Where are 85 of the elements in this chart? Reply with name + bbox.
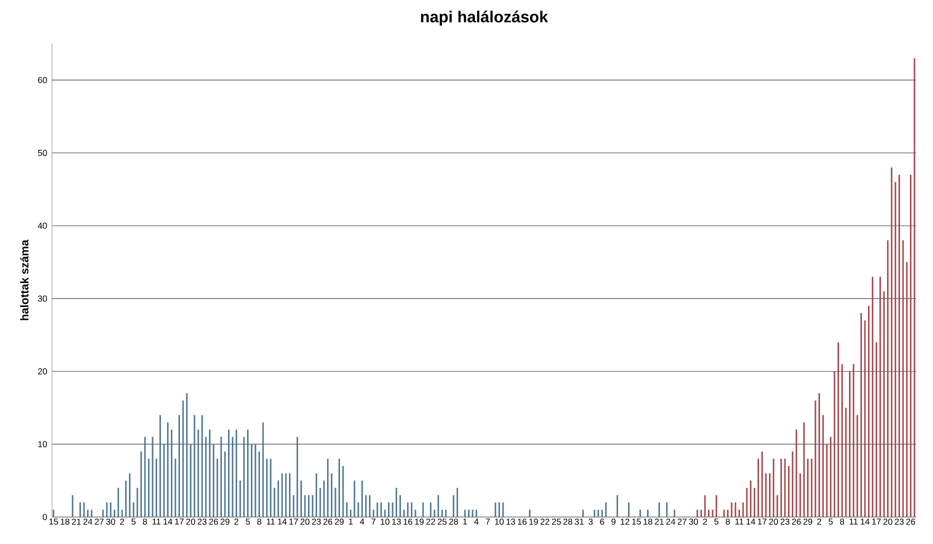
x-tick-label: 20: [186, 518, 196, 525]
x-tick-label: 30: [689, 518, 698, 525]
chart-title: napi halálozások: [421, 10, 548, 26]
x-tick-label: 14: [278, 518, 287, 525]
x-tick-label: 29: [803, 518, 812, 525]
x-tick-label: 23: [894, 518, 904, 525]
x-tick-label: 26: [792, 518, 801, 525]
x-tick-label: 26: [323, 518, 332, 525]
x-tick-label: 8: [840, 518, 844, 525]
y-tick-label: 20: [38, 368, 47, 374]
x-tick-label: 29: [220, 518, 230, 525]
x-tick-label: 4: [474, 518, 479, 525]
x-tick-label: 15: [632, 518, 641, 525]
x-tick-label: 5: [828, 518, 833, 525]
x-tick-label: 29: [334, 518, 344, 525]
x-tick-label: 8: [726, 518, 730, 525]
x-tick-label: 12: [620, 518, 630, 525]
x-tick-label: 16: [518, 518, 527, 525]
x-tick-label: 2: [120, 518, 124, 525]
x-tick-label: 11: [266, 518, 275, 525]
x-tick-label: 15: [49, 518, 58, 525]
x-tick-label: 28: [449, 518, 458, 525]
x-tick-label: 8: [142, 518, 147, 525]
x-tick-label: 17: [175, 518, 184, 525]
y-tick-label: 50: [38, 150, 47, 156]
x-tick-label: 7: [372, 518, 376, 525]
x-tick-label: 14: [746, 518, 756, 525]
y-tick-label: 30: [38, 295, 47, 302]
x-tick-label: 4: [360, 518, 364, 525]
x-tick-label: 2: [234, 518, 238, 525]
x-tick-label: 31: [574, 518, 584, 525]
x-tick-label: 18: [60, 518, 70, 525]
x-tick-label: 20: [300, 518, 310, 525]
x-tick-label: 2: [817, 518, 822, 525]
x-tick-label: 28: [563, 518, 572, 525]
y-axis-title: halottak száma: [20, 240, 28, 320]
x-tick-label: 17: [289, 518, 298, 525]
x-tick-label: 30: [106, 518, 116, 525]
y-tick-label: 40: [38, 222, 47, 229]
x-tick-label: 22: [426, 518, 436, 525]
x-tick-label: 27: [678, 518, 686, 525]
x-tick-label: 8: [257, 518, 262, 525]
y-tick-label: 0: [42, 514, 47, 520]
x-tick-label: 20: [769, 518, 778, 525]
x-tick-label: 26: [209, 518, 218, 525]
x-tick-label: 5: [714, 518, 718, 525]
x-tick-label: 11: [850, 518, 858, 525]
x-tick-label: 14: [860, 518, 870, 525]
x-tick-label: 5: [131, 518, 136, 525]
x-tick-label: 5: [246, 518, 250, 525]
x-tick-label: 1: [463, 518, 467, 525]
x-tick-label: 14: [164, 518, 172, 525]
x-tick-label: 20: [883, 518, 892, 525]
x-tick-label: 24: [666, 518, 676, 525]
x-tick-label: 19: [415, 518, 424, 525]
x-tick-label: 23: [312, 518, 321, 525]
x-tick-label: 13: [506, 518, 516, 525]
x-tick-label: 21: [72, 518, 81, 525]
x-tick-label: 18: [644, 518, 652, 525]
x-tick-label: 19: [529, 518, 538, 525]
x-tick-label: 3: [588, 518, 593, 525]
x-tick-label: 10: [380, 518, 390, 525]
x-tick-label: 23: [198, 518, 207, 525]
x-tick-label: 17: [758, 518, 766, 525]
x-tick-label: 25: [438, 518, 447, 525]
x-tick-label: 21: [654, 518, 664, 525]
x-tick-label: 9: [612, 518, 616, 525]
x-tick-label: 11: [735, 518, 744, 525]
x-tick-label: 22: [540, 518, 550, 525]
x-tick-label: 23: [780, 518, 790, 525]
x-tick-label: 17: [872, 518, 881, 525]
x-tick-label: 13: [392, 518, 401, 525]
x-tick-label: 25: [552, 518, 561, 525]
x-tick-label: 26: [906, 518, 916, 525]
x-tick-label: 6: [600, 518, 604, 525]
x-tick-label: 2: [702, 518, 707, 525]
y-tick-label: 60: [38, 77, 47, 84]
x-tick-label: 11: [152, 518, 160, 525]
x-tick-label: 27: [94, 518, 104, 525]
x-tick-label: 24: [83, 518, 92, 525]
x-tick-label: 1: [348, 518, 353, 525]
x-tick-label: 16: [404, 518, 412, 525]
x-tick-label: 7: [486, 518, 490, 525]
x-tick-label: 10: [495, 518, 504, 525]
y-tick-label: 10: [38, 441, 47, 448]
